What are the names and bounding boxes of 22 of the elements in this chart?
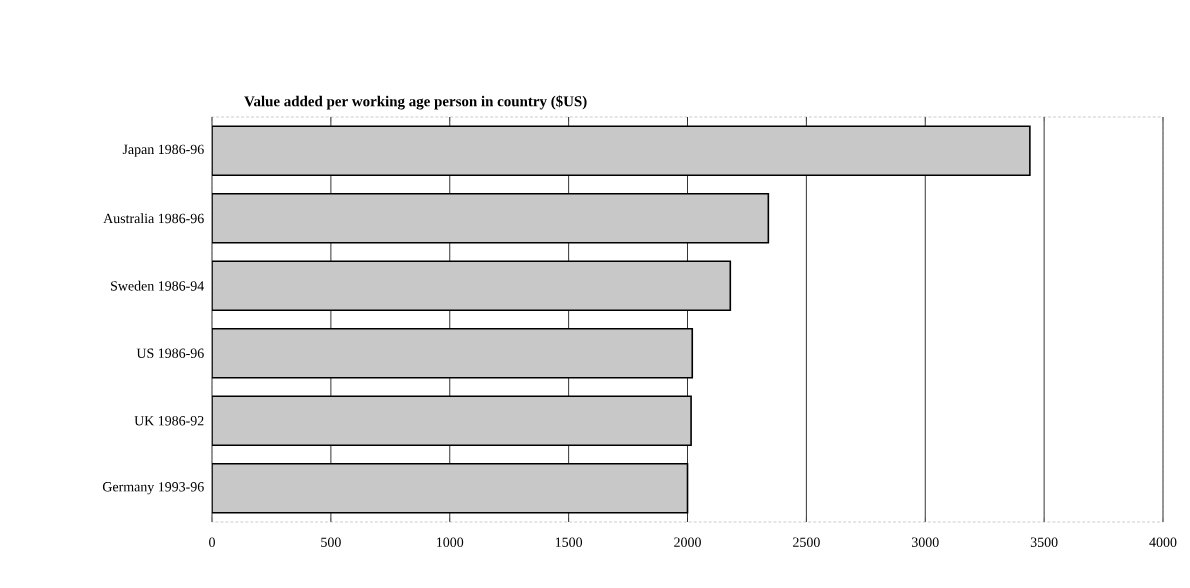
bar bbox=[212, 395, 692, 447]
x-tick-label: 2000 bbox=[674, 537, 701, 547]
x-tick-label: 2500 bbox=[793, 537, 820, 547]
y-tick-label: Australia 1986-96 bbox=[103, 213, 204, 224]
bar bbox=[212, 327, 694, 379]
x-tick-label: 0 bbox=[209, 537, 215, 547]
x-tick-label: 1000 bbox=[437, 537, 464, 547]
x-tick-label: 3500 bbox=[1030, 537, 1058, 547]
y-tick-label: Japan 1986-96 bbox=[122, 144, 204, 157]
x-tick-label: 1500 bbox=[555, 537, 583, 547]
bar bbox=[212, 462, 689, 514]
bar bbox=[212, 125, 1031, 177]
chart-title: Value added per working age person in country ($US) bbox=[244, 95, 587, 110]
y-tick-label: Germany 1993-96 bbox=[102, 482, 204, 495]
bar bbox=[212, 192, 770, 244]
y-tick-label: US 1986-96 bbox=[136, 348, 204, 358]
x-tick-label: 3000 bbox=[911, 537, 939, 547]
bar bbox=[212, 260, 732, 312]
x-tick-label: 4000 bbox=[1149, 537, 1177, 547]
x-tick-label: 500 bbox=[321, 537, 341, 547]
y-tick-label: Sweden 1986-94 bbox=[111, 280, 205, 291]
y-tick-label: UK 1986-92 bbox=[134, 416, 204, 426]
